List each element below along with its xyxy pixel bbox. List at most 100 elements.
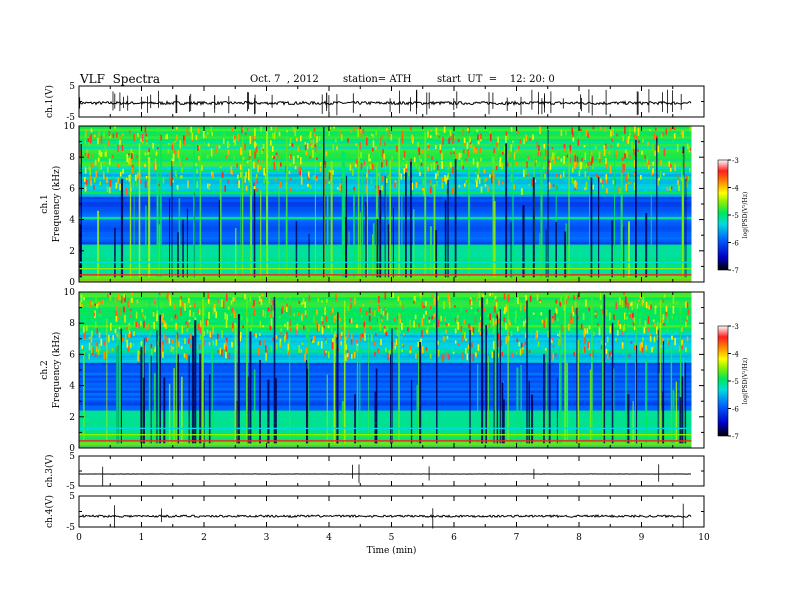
colorbar [717, 159, 729, 271]
spectrogram-burst [276, 154, 279, 160]
spectrogram-burst [463, 137, 466, 143]
spectrogram-burst [255, 146, 258, 153]
spectrogram-burst [380, 315, 383, 319]
spectrogram-burst [168, 338, 171, 344]
spectrogram-streak [158, 224, 160, 278]
spectrogram-burst [622, 164, 624, 169]
spectrogram-burst [131, 297, 133, 303]
x-tick-label: 6 [451, 533, 457, 543]
spectrogram-burst [145, 337, 147, 342]
spectrogram-burst [577, 139, 580, 146]
spectrogram-streak [177, 232, 179, 278]
spectrogram-row [79, 131, 692, 134]
spectrogram-burst [484, 178, 486, 183]
spectrogram-burst [644, 155, 646, 159]
spectrogram-streak [203, 380, 205, 444]
spectrogram-burst [477, 174, 479, 180]
spectrogram-burst [514, 151, 516, 155]
spectrogram-burst [115, 334, 118, 337]
spectrogram-streak [163, 377, 166, 444]
spectrogram-streak [308, 304, 310, 444]
spectrogram-burst [684, 163, 686, 168]
spectrogram-burst [114, 296, 117, 303]
y-tick-label: 0 [69, 444, 75, 454]
spectrogram-burst [629, 314, 631, 318]
spectrogram-burst [106, 185, 109, 192]
spectrogram-burst [672, 305, 675, 314]
x-tick-label: 4 [326, 533, 332, 543]
spectrogram-burst [167, 149, 170, 154]
spectrogram-burst [685, 347, 687, 352]
spectrogram-burst [482, 293, 484, 299]
spectrogram-line [79, 268, 692, 270]
spectrogram-burst [647, 306, 650, 310]
spectrogram-burst [462, 329, 464, 335]
spectrogram-burst [685, 321, 687, 328]
spectrogram-burst [270, 345, 272, 352]
spectrogram-burst [225, 346, 228, 353]
spectrogram-burst [407, 327, 409, 332]
spectrogram-burst [436, 180, 438, 187]
spectrogram-burst [504, 307, 506, 314]
spectrogram-burst [499, 160, 501, 167]
spectrogram-burst [145, 133, 148, 137]
spectrogram-burst [492, 317, 495, 326]
spectrogram-burst [205, 319, 208, 326]
spectrogram-burst [385, 178, 388, 183]
spectrogram-burst [503, 293, 506, 300]
spectrogram-burst [467, 149, 469, 157]
spectrogram-burst [278, 131, 281, 137]
spectrogram-burst [467, 128, 469, 131]
spectrogram-streak [343, 300, 346, 444]
spectrogram-burst [585, 129, 587, 136]
spectrogram-burst [144, 327, 147, 331]
spectrogram-burst [410, 158, 412, 165]
spectrogram-row [79, 392, 692, 396]
spectrogram-burst [637, 149, 639, 152]
spectrogram-burst [405, 167, 408, 172]
spectrogram-burst [639, 294, 642, 299]
spectrogram-burst [605, 309, 608, 316]
spectrogram-burst [227, 149, 230, 155]
spectrogram-burst [488, 323, 491, 328]
spectrogram-burst [570, 313, 573, 320]
spectrogram-burst [162, 313, 164, 318]
spectrogram-burst [649, 336, 652, 342]
spectrogram-burst [126, 339, 129, 348]
spectrogram-burst [118, 327, 121, 330]
spectrogram-burst [474, 311, 477, 315]
spectrogram-burst [258, 296, 261, 302]
spectrogram-burst [372, 147, 374, 152]
spectrogram-burst [428, 179, 431, 184]
spectrogram-burst [172, 180, 174, 183]
spectrogram-burst [446, 352, 449, 357]
spectrogram-burst [262, 325, 264, 328]
spectrogram-burst [425, 347, 428, 351]
spectrogram-burst [588, 325, 591, 330]
spectrogram-burst [484, 307, 486, 312]
spectrogram-streak [611, 322, 614, 444]
x-tick-label: 7 [514, 533, 520, 543]
spectrogram-burst [254, 162, 257, 168]
spectrogram-burst [605, 162, 608, 169]
spectrogram-burst [625, 183, 627, 191]
spectrogram-burst [499, 157, 502, 161]
spectrogram-burst [232, 327, 234, 332]
spectrogram-burst [600, 340, 603, 344]
spectrogram-burst [391, 156, 393, 163]
spectrogram-burst [98, 314, 101, 316]
spectrogram-burst [651, 169, 653, 176]
spectrogram-burst [471, 127, 473, 135]
x-tick-label: 2 [201, 533, 207, 543]
spectrogram-burst [431, 294, 433, 297]
spectrogram-burst [496, 313, 498, 318]
spectrogram-burst [324, 349, 326, 356]
spectrogram-burst [476, 179, 478, 187]
spectrogram-streak [566, 362, 569, 444]
spectrogram-burst [447, 166, 450, 171]
spectrogram-burst [232, 322, 234, 329]
spectrogram-row [79, 362, 692, 366]
spectrogram-burst [654, 306, 657, 315]
spectrogram-streak [289, 299, 291, 444]
spectrogram-burst [427, 131, 429, 138]
